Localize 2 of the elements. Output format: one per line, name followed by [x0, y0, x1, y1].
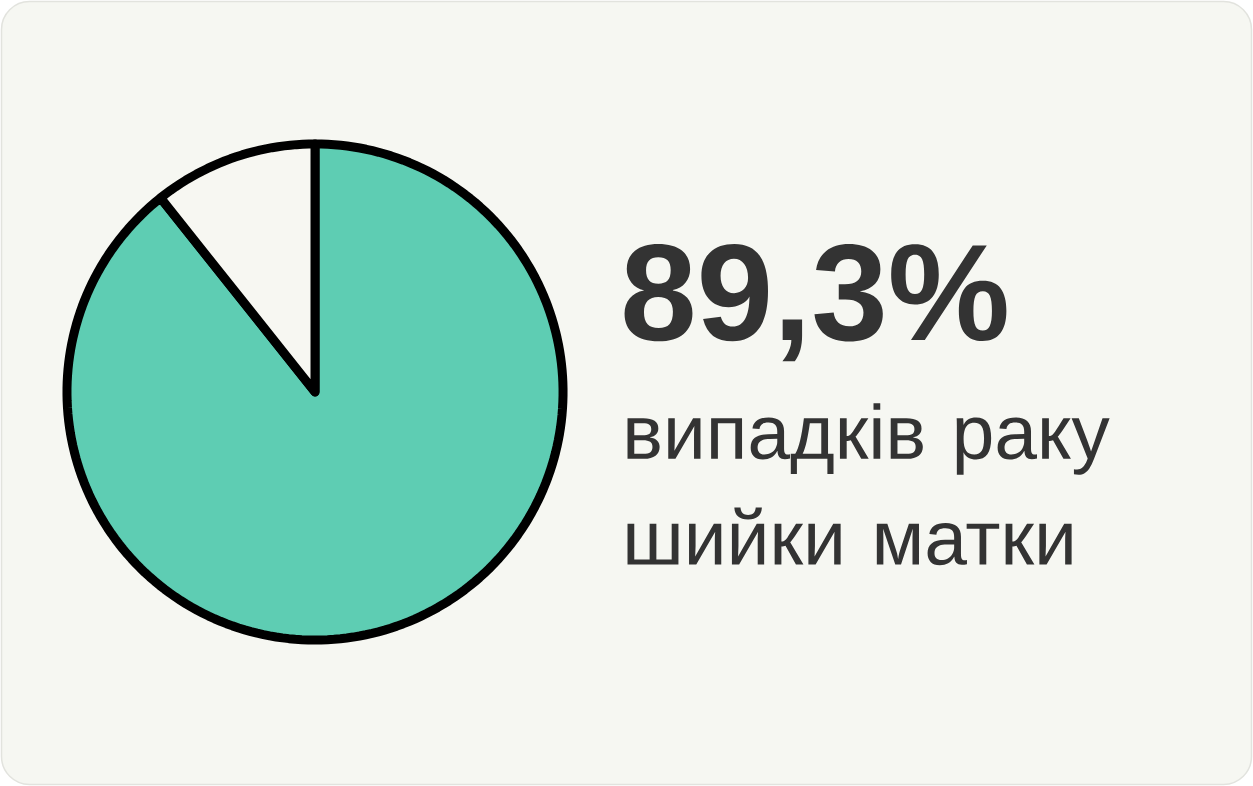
text: випадків раку шийки матки: [627, 403, 1110, 566]
data-label: 89,3%: [624, 243, 1007, 362]
